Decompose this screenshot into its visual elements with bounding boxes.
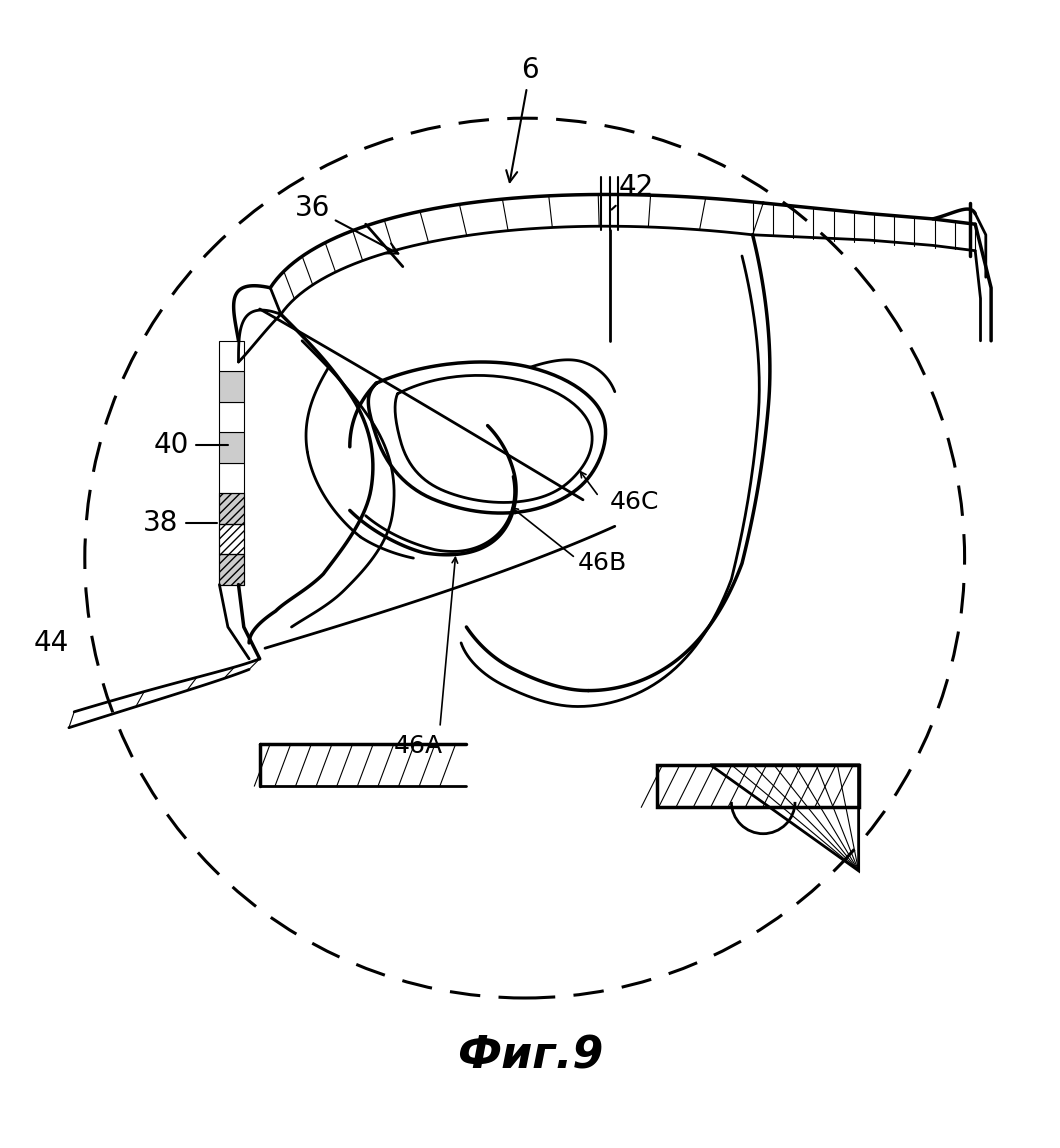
Polygon shape xyxy=(219,523,244,554)
Text: Фиг.9: Фиг.9 xyxy=(457,1034,603,1078)
Text: 46C: 46C xyxy=(610,490,659,514)
Text: 6: 6 xyxy=(507,56,538,183)
Polygon shape xyxy=(219,402,244,433)
Polygon shape xyxy=(219,554,244,584)
Text: 46B: 46B xyxy=(578,551,626,575)
Text: 38: 38 xyxy=(143,509,178,537)
Text: 44: 44 xyxy=(34,629,69,657)
Polygon shape xyxy=(219,433,244,463)
Text: 40: 40 xyxy=(154,430,189,459)
Text: 46A: 46A xyxy=(394,734,443,758)
Polygon shape xyxy=(219,463,244,494)
Polygon shape xyxy=(219,341,244,371)
Text: 36: 36 xyxy=(295,194,399,254)
Text: 42: 42 xyxy=(612,173,654,210)
Polygon shape xyxy=(219,371,244,402)
Polygon shape xyxy=(219,494,244,523)
